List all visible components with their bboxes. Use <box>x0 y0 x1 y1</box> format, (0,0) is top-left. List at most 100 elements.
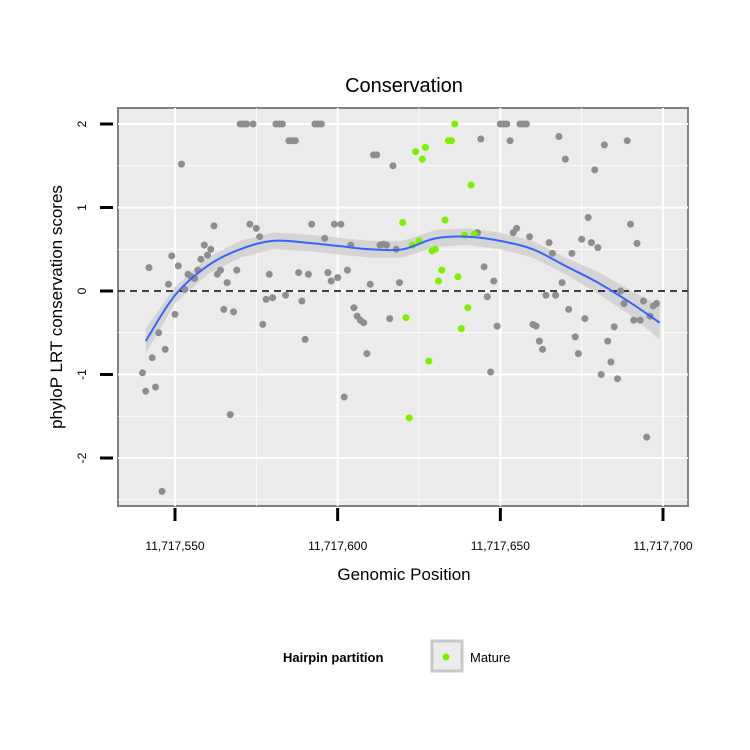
smooth-line-group <box>144 235 661 342</box>
point-other <box>304 270 312 278</box>
point-other <box>640 297 647 305</box>
point-other <box>493 322 501 330</box>
point-other <box>630 316 638 324</box>
point-other <box>343 266 351 274</box>
point-other <box>506 137 514 145</box>
point-other <box>210 222 218 230</box>
point-other <box>633 239 641 247</box>
confidence-band-area <box>145 228 660 354</box>
point-other <box>373 151 381 159</box>
point-other <box>168 252 176 260</box>
x-tick-label: 11,717,650 <box>471 539 530 553</box>
data-points <box>139 120 660 495</box>
point-other <box>301 335 309 343</box>
point-other <box>513 224 521 232</box>
point-other <box>243 120 251 128</box>
legend: Hairpin partition Mature <box>283 639 510 673</box>
point-other <box>142 387 150 395</box>
point-mature <box>418 155 426 163</box>
point-other <box>480 263 488 271</box>
y-tick-label: 1 <box>75 204 89 211</box>
point-mature <box>454 273 462 281</box>
point-other <box>568 249 576 257</box>
point-mature <box>470 230 478 238</box>
point-other <box>233 266 241 274</box>
point-other <box>522 120 530 128</box>
point-other <box>278 120 286 128</box>
point-other <box>555 133 563 140</box>
point-other <box>298 297 306 305</box>
point-other <box>207 245 215 253</box>
point-other <box>324 269 332 277</box>
point-other <box>584 214 592 221</box>
y-tick-label: -2 <box>75 452 89 463</box>
point-other <box>363 350 371 358</box>
point-other <box>178 160 185 168</box>
legend-label-mature: Mature <box>470 650 510 665</box>
y-axis: 2 1 0 -1 -2 <box>75 120 113 463</box>
point-other <box>223 279 231 287</box>
point-other <box>165 280 172 288</box>
point-other <box>653 300 660 307</box>
point-other <box>623 137 631 145</box>
point-mature <box>441 216 449 224</box>
point-mature <box>422 143 429 151</box>
point-other <box>366 280 374 288</box>
point-other <box>604 337 612 345</box>
point-other <box>490 277 498 285</box>
point-other <box>535 337 543 345</box>
point-other <box>148 354 156 362</box>
plot-panel <box>117 107 689 507</box>
point-other <box>477 135 485 143</box>
point-other <box>317 120 325 128</box>
point-other <box>600 141 608 149</box>
point-mature <box>425 357 433 365</box>
legend-key-dot <box>442 653 450 661</box>
point-other <box>620 300 628 307</box>
point-other <box>636 316 644 324</box>
point-other <box>542 291 550 299</box>
point-other <box>200 241 208 249</box>
point-other <box>334 274 342 282</box>
smooth-line <box>144 235 661 342</box>
point-other <box>295 269 303 277</box>
point-other <box>503 120 511 128</box>
point-other <box>360 319 368 327</box>
point-other <box>171 310 179 318</box>
point-other <box>337 220 345 228</box>
point-other <box>578 235 586 243</box>
point-other <box>330 220 338 228</box>
point-other <box>145 264 153 272</box>
point-mature <box>412 148 420 156</box>
point-other <box>548 249 556 257</box>
point-mature <box>451 120 459 128</box>
point-other <box>614 375 621 383</box>
point-other <box>532 322 540 330</box>
point-other <box>552 291 560 299</box>
point-mature <box>467 181 475 189</box>
point-other <box>643 433 651 441</box>
point-other <box>483 293 491 301</box>
point-other <box>204 251 211 259</box>
point-other <box>587 239 595 247</box>
point-other <box>217 266 224 274</box>
point-mature <box>402 314 410 322</box>
point-other <box>558 279 566 287</box>
point-other <box>282 291 290 299</box>
point-other <box>594 244 602 252</box>
point-other <box>262 295 270 303</box>
point-other <box>526 233 534 241</box>
point-other <box>220 305 228 313</box>
point-mature <box>405 414 413 422</box>
point-mature <box>399 219 407 226</box>
point-other <box>389 162 397 170</box>
point-other <box>581 315 589 323</box>
point-mature <box>464 304 472 312</box>
point-mature <box>438 266 446 274</box>
x-tick-label: 11,717,550 <box>145 539 204 553</box>
legend-key <box>430 639 464 673</box>
x-tick-label: 11,717,600 <box>308 539 367 553</box>
point-other <box>571 333 579 341</box>
point-other <box>246 220 254 228</box>
